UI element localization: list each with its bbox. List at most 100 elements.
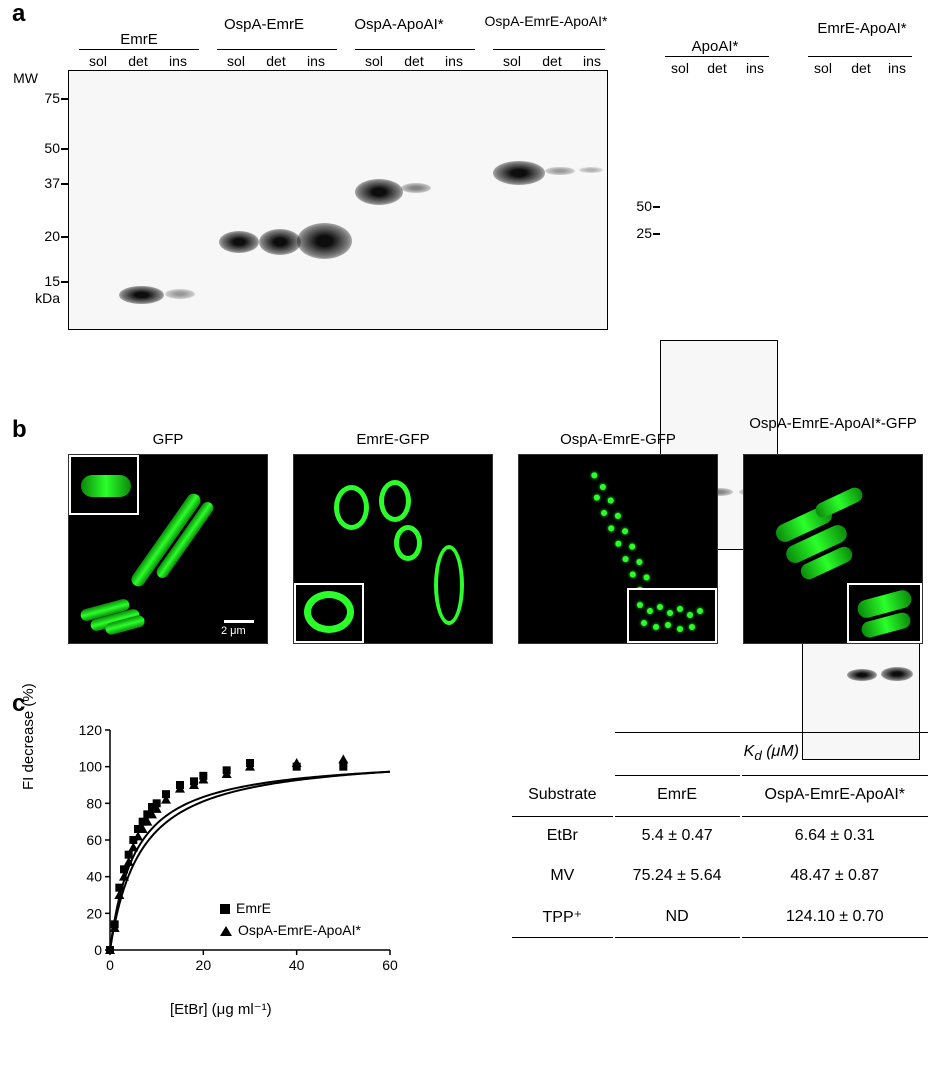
scalebar-text: 2 μm (221, 625, 246, 637)
band-ea-det (847, 669, 877, 681)
micro-title-1: EmrE-GFP (294, 431, 492, 448)
mw-tick-r25 (653, 233, 660, 235)
kd-table: Kd (μM) Substrate EmrE OspA-EmrE-ApoAI* … (510, 730, 930, 940)
frac-1-1: det (261, 53, 291, 69)
mw-15: 15 (30, 273, 60, 289)
band-oa-apo-det (401, 183, 431, 193)
frac-3-0: sol (497, 53, 527, 69)
frac-1-0: sol (221, 53, 251, 69)
frac-r0-1: det (702, 60, 732, 76)
row-etbr-v0: 5.4 ± 0.47 (615, 816, 740, 855)
mw-20: 20 (30, 228, 60, 244)
inset-0 (69, 455, 139, 515)
kd-sub: d (754, 748, 761, 763)
frac-1-2: ins (301, 53, 331, 69)
construct-label-r1: EmrE-ApoAI* (802, 20, 922, 37)
mw-tick-37 (61, 183, 68, 185)
bracket-2 (355, 49, 475, 50)
x-axis-title: [EtBr] (μg ml⁻¹) (170, 1000, 272, 1018)
mw-tick-15 (61, 281, 68, 283)
svg-text:40: 40 (86, 869, 102, 885)
band-oa-emre-ins (297, 223, 352, 259)
row-mv-v0: 75.24 ± 5.64 (615, 857, 740, 895)
svg-text:40: 40 (289, 957, 305, 973)
svg-text:0: 0 (94, 942, 102, 958)
row-tpp-v1: 124.10 ± 0.70 (742, 897, 928, 938)
gfp-cell (813, 485, 865, 520)
mw-tick-r50 (653, 206, 660, 208)
panel-c: 020406080100120 0204060 FI decrease (%) … (10, 700, 930, 1060)
inset-2 (627, 588, 717, 643)
construct-label-2: OspA-ApoAI* (349, 16, 449, 33)
construct-label-3: OspA-EmrE-ApoAI* (481, 13, 611, 29)
mw-r-50: 50 (622, 198, 652, 214)
kd-header: Kd (μM) (615, 732, 928, 773)
gfp-ring (394, 525, 422, 561)
scalebar (224, 620, 254, 623)
frac-2-1: det (399, 53, 429, 69)
frac-0-1: det (123, 53, 153, 69)
blot-left: EmrE OspA-EmrE OspA-ApoAI* OspA-EmrE-Apo… (68, 70, 608, 330)
svg-text:60: 60 (382, 957, 398, 973)
construct-label-0: EmrE (99, 31, 179, 48)
mw-37: 37 (30, 175, 60, 191)
mw-75: 75 (30, 90, 60, 106)
gfp-ring (334, 485, 369, 530)
band-oa-emre-sol (219, 231, 259, 253)
micro-gfp: GFP 2 μm (68, 454, 268, 644)
micro-title-2: OspA-EmrE-GFP (519, 431, 717, 448)
mw-title: MW (8, 70, 38, 86)
construct-label-r0: ApoAI* (670, 38, 760, 55)
svg-text:100: 100 (79, 759, 103, 775)
frac-0-0: sol (83, 53, 113, 69)
col-emre: EmrE (615, 775, 740, 814)
band-oaea-ins (579, 167, 603, 173)
triangle-marker-icon (220, 926, 232, 936)
band-oaea-sol (493, 161, 545, 185)
inset-ring (304, 591, 354, 633)
row-mv-sub: MV (512, 857, 613, 895)
row-mv-v1: 48.47 ± 0.87 (742, 857, 928, 895)
row-etbr-sub: EtBr (512, 816, 613, 855)
row-tpp-sub: TPP⁺ (512, 897, 613, 938)
band-oaea-det (545, 167, 575, 175)
bracket-0 (79, 49, 199, 50)
kda-label: kDa (18, 290, 60, 306)
legend-oaea: OspA-EmrE-ApoAI* (220, 922, 361, 938)
frac-r1-0: sol (808, 60, 838, 76)
inset-cell (81, 475, 131, 497)
frac-2-2: ins (439, 53, 469, 69)
frac-r1-1: det (846, 60, 876, 76)
micro-oaea-gfp: OspA-EmrE-ApoAI*-GFP (743, 454, 923, 644)
inset-3 (847, 583, 922, 643)
substrate-header: Substrate (512, 775, 613, 814)
frac-3-2: ins (577, 53, 607, 69)
bracket-1 (217, 49, 337, 50)
micro-title-0: GFP (69, 431, 267, 448)
svg-text:120: 120 (79, 722, 103, 738)
inset-1 (294, 583, 364, 643)
frac-3-1: det (537, 53, 567, 69)
micro-emre-gfp: EmrE-GFP (293, 454, 493, 644)
band-ea-ins (881, 667, 913, 681)
row-etbr-v1: 6.64 ± 0.31 (742, 816, 928, 855)
micro-title-3: OspA-EmrE-ApoAI*-GFP (744, 415, 922, 432)
bracket-3 (493, 49, 605, 50)
chart-svg: 020406080100120 0204060 (70, 720, 400, 990)
svg-text:20: 20 (196, 957, 212, 973)
row-tpp-v0: ND (615, 897, 740, 938)
frac-0-2: ins (163, 53, 193, 69)
mw-tick-75 (61, 98, 68, 100)
frac-r1-2: ins (882, 60, 912, 76)
frac-r0-0: sol (665, 60, 695, 76)
band-oa-emre-det (259, 229, 301, 255)
mw-tick-50 (61, 148, 68, 150)
panel-b-label: b (12, 416, 27, 444)
gfp-ring (434, 545, 464, 625)
svg-text:0: 0 (106, 957, 114, 973)
legend-emre: EmrE (220, 900, 271, 916)
frac-2-0: sol (359, 53, 389, 69)
svg-text:60: 60 (86, 832, 102, 848)
construct-label-1: OspA-EmrE (214, 16, 314, 33)
mw-r-25: 25 (622, 225, 652, 241)
